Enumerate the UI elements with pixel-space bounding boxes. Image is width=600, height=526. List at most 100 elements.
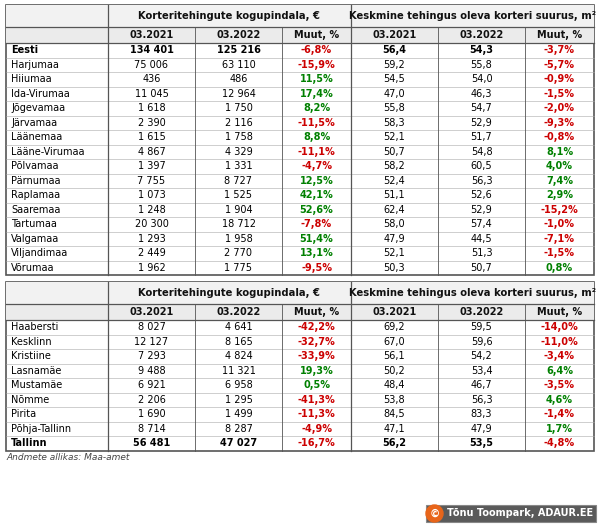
Text: 8,1%: 8,1% <box>546 147 573 157</box>
Text: 03.2022: 03.2022 <box>217 307 260 317</box>
Text: -11,3%: -11,3% <box>298 409 335 419</box>
Text: 9 488: 9 488 <box>137 366 166 376</box>
Text: Muut, %: Muut, % <box>294 307 339 317</box>
Bar <box>6 282 594 450</box>
Text: Nõmme: Nõmme <box>11 394 49 404</box>
Text: 51,1: 51,1 <box>383 190 406 200</box>
Text: 54,5: 54,5 <box>383 74 406 84</box>
Text: 8,8%: 8,8% <box>303 132 330 142</box>
Text: 2,9%: 2,9% <box>546 190 573 200</box>
Bar <box>6 27 594 43</box>
Text: Muut, %: Muut, % <box>537 307 582 317</box>
Text: 83,3: 83,3 <box>471 409 492 419</box>
Text: 50,2: 50,2 <box>383 366 406 376</box>
Text: 6,4%: 6,4% <box>546 366 573 376</box>
Text: 57,4: 57,4 <box>470 219 493 229</box>
Text: -1,4%: -1,4% <box>544 409 575 419</box>
Text: 44,5: 44,5 <box>470 234 493 244</box>
Text: 486: 486 <box>229 74 248 84</box>
Text: 62,4: 62,4 <box>383 205 406 215</box>
Text: 1 295: 1 295 <box>224 394 253 404</box>
Text: 03.2021: 03.2021 <box>130 307 173 317</box>
Text: 42,1%: 42,1% <box>299 190 334 200</box>
Text: 54,2: 54,2 <box>470 351 493 361</box>
Text: -4,8%: -4,8% <box>544 438 575 448</box>
Text: 8 727: 8 727 <box>224 176 253 186</box>
Text: Saaremaa: Saaremaa <box>11 205 61 215</box>
Text: 4 641: 4 641 <box>224 322 253 332</box>
Text: -7,1%: -7,1% <box>544 234 575 244</box>
Text: Võrumaa: Võrumaa <box>11 263 55 273</box>
Bar <box>6 145 594 159</box>
Bar <box>6 421 594 436</box>
Text: Lasnamäe: Lasnamäe <box>11 366 61 376</box>
Bar <box>6 5 594 275</box>
Text: 1 618: 1 618 <box>137 103 166 113</box>
Text: Põlvamaa: Põlvamaa <box>11 161 59 171</box>
Text: Korteritehingute kogupindala, €: Korteritehingute kogupindala, € <box>139 288 320 298</box>
Text: 03.2021: 03.2021 <box>373 307 416 317</box>
Text: 8 714: 8 714 <box>137 424 166 434</box>
Text: Haabersti: Haabersti <box>11 322 58 332</box>
Text: Muut, %: Muut, % <box>294 30 339 40</box>
Text: -3,4%: -3,4% <box>544 351 575 361</box>
Text: 58,2: 58,2 <box>383 161 406 171</box>
Text: 51,7: 51,7 <box>470 132 493 142</box>
Text: 8 165: 8 165 <box>224 337 253 347</box>
Text: -4,9%: -4,9% <box>301 424 332 434</box>
Text: 55,8: 55,8 <box>470 60 493 70</box>
Text: -5,7%: -5,7% <box>544 60 575 70</box>
Text: Viljandimaa: Viljandimaa <box>11 248 68 258</box>
Text: 1 293: 1 293 <box>137 234 166 244</box>
Text: Muut, %: Muut, % <box>537 30 582 40</box>
Text: Hiiumaa: Hiiumaa <box>11 74 52 84</box>
Text: -4,7%: -4,7% <box>301 161 332 171</box>
Text: -3,5%: -3,5% <box>544 380 575 390</box>
Text: -42,2%: -42,2% <box>298 322 335 332</box>
Bar <box>426 505 596 522</box>
Bar <box>6 363 594 378</box>
Text: 46,7: 46,7 <box>470 380 493 390</box>
Text: Eesti: Eesti <box>11 45 38 55</box>
Text: 52,9: 52,9 <box>470 205 493 215</box>
Text: 59,5: 59,5 <box>470 322 493 332</box>
Text: 67,0: 67,0 <box>383 337 406 347</box>
Text: 58,3: 58,3 <box>383 118 406 128</box>
Text: 54,8: 54,8 <box>470 147 493 157</box>
Text: Tallinn: Tallinn <box>11 438 47 448</box>
Text: -1,5%: -1,5% <box>544 248 575 258</box>
Text: 6 958: 6 958 <box>224 380 253 390</box>
Text: 56,2: 56,2 <box>383 438 407 448</box>
Text: -6,8%: -6,8% <box>301 45 332 55</box>
Text: Valgamaa: Valgamaa <box>11 234 59 244</box>
Text: 12,5%: 12,5% <box>299 176 334 186</box>
Text: Raplamaa: Raplamaa <box>11 190 60 200</box>
Text: -32,7%: -32,7% <box>298 337 335 347</box>
Text: -11,0%: -11,0% <box>541 337 578 347</box>
Bar <box>6 282 594 304</box>
Text: Korteritehingute kogupindala, €: Korteritehingute kogupindala, € <box>139 11 320 21</box>
Text: 53,5: 53,5 <box>470 438 493 448</box>
Text: 1,7%: 1,7% <box>546 424 573 434</box>
Text: -11,5%: -11,5% <box>298 118 335 128</box>
Text: 8,2%: 8,2% <box>303 103 330 113</box>
Text: Läänemaa: Läänemaa <box>11 132 62 142</box>
Text: Jõgevamaa: Jõgevamaa <box>11 103 65 113</box>
Text: 52,6: 52,6 <box>470 190 493 200</box>
Text: Lääne-Virumaa: Lääne-Virumaa <box>11 147 85 157</box>
Text: 59,6: 59,6 <box>470 337 493 347</box>
Text: 63 110: 63 110 <box>221 60 256 70</box>
Text: Keskmine tehingus oleva korteri suurus, m²: Keskmine tehingus oleva korteri suurus, … <box>349 288 596 298</box>
Text: 7,4%: 7,4% <box>546 176 573 186</box>
Bar <box>6 86 594 101</box>
Text: 8 027: 8 027 <box>137 322 166 332</box>
Text: 1 962: 1 962 <box>137 263 166 273</box>
Text: 12 127: 12 127 <box>134 337 169 347</box>
Text: 17,4%: 17,4% <box>299 89 334 99</box>
Text: 1 775: 1 775 <box>224 263 253 273</box>
Text: 1 331: 1 331 <box>224 161 253 171</box>
Text: 50,7: 50,7 <box>383 147 406 157</box>
Text: -41,3%: -41,3% <box>298 394 335 404</box>
Text: 03.2022: 03.2022 <box>460 307 503 317</box>
Text: 46,3: 46,3 <box>471 89 492 99</box>
